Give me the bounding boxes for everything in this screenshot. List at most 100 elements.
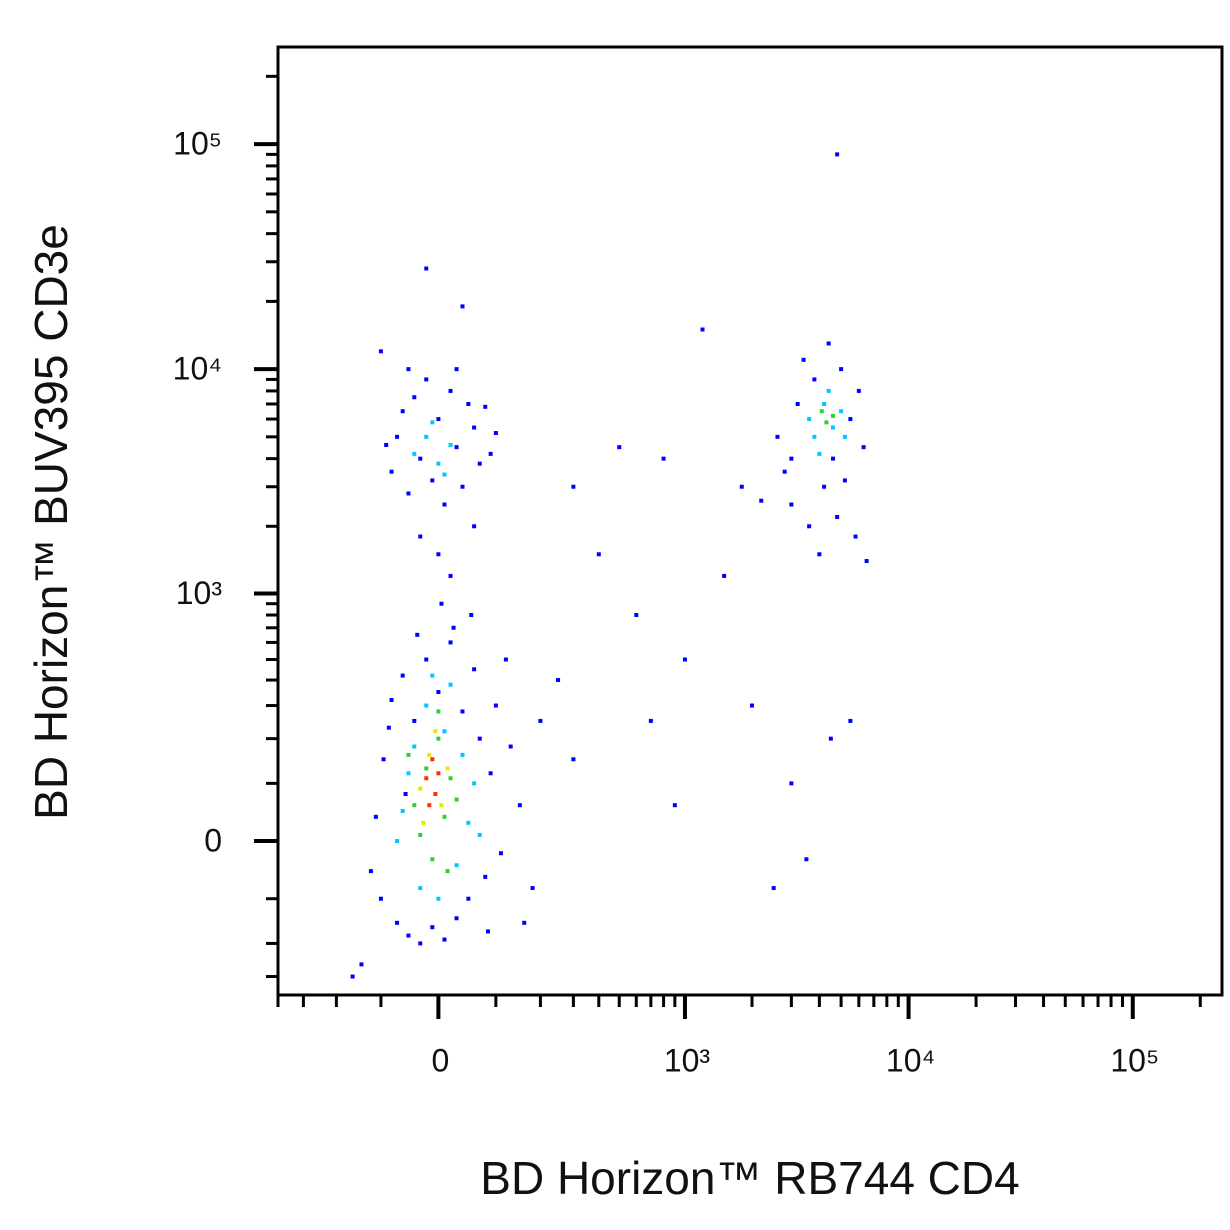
data-point	[436, 736, 441, 741]
data-point	[436, 896, 441, 901]
data-point	[739, 484, 744, 489]
data-point	[421, 820, 426, 825]
data-point	[817, 552, 822, 557]
data-point	[378, 896, 383, 901]
data-point	[503, 657, 508, 662]
data-point	[789, 456, 794, 461]
data-point	[395, 839, 400, 844]
data-point	[472, 524, 477, 529]
data-point	[596, 552, 601, 557]
data-point	[477, 832, 482, 837]
data-point	[830, 425, 835, 430]
data-point	[448, 573, 453, 578]
data-point	[807, 524, 812, 529]
data-point	[418, 534, 423, 539]
data-point	[466, 401, 471, 406]
data-point	[556, 678, 561, 683]
data-point	[454, 797, 459, 802]
data-point	[424, 377, 429, 382]
data-point	[439, 803, 444, 808]
data-point	[801, 357, 806, 362]
data-point	[448, 388, 453, 393]
data-point	[448, 442, 453, 447]
data-point	[433, 792, 438, 797]
data-point	[828, 736, 833, 741]
data-point	[848, 718, 853, 723]
data-point	[430, 857, 435, 862]
data-point	[789, 781, 794, 786]
y-tick-label: 10³	[176, 575, 223, 611]
data-point	[373, 814, 378, 819]
data-point	[839, 367, 844, 372]
data-point	[822, 484, 827, 489]
data-point	[853, 534, 858, 539]
data-point	[617, 445, 622, 450]
data-point	[661, 456, 666, 461]
data-point	[822, 401, 827, 406]
data-point	[485, 929, 490, 934]
data-point	[824, 420, 829, 425]
data-point	[634, 613, 639, 618]
data-point	[826, 388, 831, 393]
data-point	[775, 434, 780, 439]
data-point	[430, 420, 435, 425]
data-point	[430, 478, 435, 483]
data-point	[483, 404, 488, 409]
data-point	[856, 388, 861, 393]
data-point	[830, 456, 835, 461]
data-point	[436, 552, 441, 557]
data-point	[406, 367, 411, 372]
data-point	[436, 461, 441, 466]
data-point	[454, 367, 459, 372]
data-point	[448, 640, 453, 645]
data-point	[400, 673, 405, 678]
data-point	[448, 682, 453, 687]
data-point	[460, 304, 465, 309]
data-point	[812, 377, 817, 382]
data-point	[466, 896, 471, 901]
data-point	[389, 469, 394, 474]
data-point	[418, 786, 423, 791]
data-point	[759, 498, 764, 503]
data-point	[460, 752, 465, 757]
data-point	[424, 266, 429, 271]
data-point	[807, 417, 812, 422]
y-tick-label: 10⁴	[173, 351, 222, 387]
data-point	[782, 469, 787, 474]
y-tick-label: 10⁵	[173, 126, 222, 162]
data-point	[430, 757, 435, 762]
data-point	[406, 491, 411, 496]
data-point	[477, 461, 482, 466]
data-point	[378, 349, 383, 354]
data-point	[469, 613, 474, 618]
data-point	[427, 803, 432, 808]
data-point	[433, 729, 438, 734]
data-point	[771, 886, 776, 891]
data-point	[415, 632, 420, 637]
data-point	[427, 752, 432, 757]
data-point	[359, 962, 364, 967]
data-point	[848, 417, 853, 422]
data-point	[804, 857, 809, 862]
data-point	[403, 792, 408, 797]
data-point	[454, 445, 459, 450]
data-point	[826, 341, 831, 346]
data-point	[830, 413, 835, 418]
data-point	[722, 573, 727, 578]
data-point	[412, 803, 417, 808]
data-point	[424, 434, 429, 439]
plot-frame	[276, 45, 1224, 997]
data-point	[700, 327, 705, 332]
data-point	[842, 478, 847, 483]
data-point	[418, 832, 423, 837]
data-point	[861, 445, 866, 450]
data-point	[508, 744, 513, 749]
data-point	[381, 757, 386, 762]
x-tick-label: 10⁴	[886, 1042, 935, 1078]
data-point	[530, 886, 535, 891]
data-point	[451, 625, 456, 630]
data-point	[498, 851, 503, 856]
data-point	[835, 514, 840, 519]
data-point	[436, 417, 441, 422]
